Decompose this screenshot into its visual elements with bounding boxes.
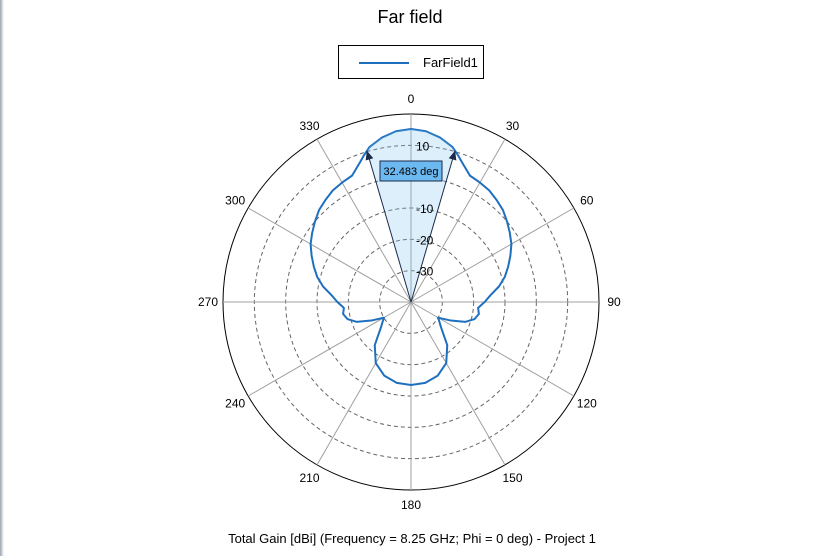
beamwidth-edge-right	[410, 150, 456, 303]
radial-tick-label: -20	[416, 233, 434, 247]
legend: FarField1	[338, 45, 484, 79]
beamwidth-wedge	[366, 129, 456, 302]
polar-spoke	[410, 301, 506, 466]
polar-spoke	[247, 301, 412, 397]
polar-spoke	[410, 138, 506, 303]
chart-caption: Total Gain [dBi] (Frequency = 8.25 GHz; …	[228, 531, 596, 546]
polar-spoke	[316, 301, 412, 466]
radial-tick-label: 10	[416, 139, 430, 153]
pattern-curve	[309, 128, 513, 387]
beamwidth-label: 32.483 deg	[383, 166, 438, 178]
beamwidth-arrowhead	[365, 150, 374, 161]
radial-tick-label: -10	[416, 202, 434, 216]
chart-title: Far field	[377, 7, 443, 27]
angular-tick-label: 150	[502, 471, 522, 485]
angular-tick-label: 300	[225, 194, 245, 208]
beamwidth-edge-left	[366, 150, 412, 303]
window-left-border	[0, 0, 4, 556]
legend-series-label: FarField1	[423, 55, 478, 70]
angular-tick-label: 120	[577, 397, 597, 411]
beamwidth-arrowhead	[448, 150, 457, 161]
angular-tick-label: 30	[506, 119, 520, 133]
angular-tick-label: 60	[580, 194, 594, 208]
angular-tick-label: 330	[299, 119, 319, 133]
angular-tick-label: 180	[401, 498, 421, 512]
polar-plot: 0 30 60 90 120 150 180 210 240 270 300 330 10 -10 -20 -…	[198, 92, 621, 512]
polar-spoke	[410, 301, 575, 397]
legend-series-swatch	[359, 62, 409, 64]
beamwidth-label-box	[379, 160, 443, 182]
angular-tick-label: 210	[299, 471, 319, 485]
radial-tick-label: -30	[416, 265, 434, 279]
angular-tick-label: 270	[198, 295, 218, 309]
angular-tick-label: 90	[607, 295, 621, 309]
polar-spoke	[316, 138, 412, 303]
polar-spoke	[410, 207, 575, 303]
polar-spoke	[247, 207, 412, 303]
angular-tick-label: 240	[225, 397, 245, 411]
angular-tick-label: 0	[408, 92, 415, 106]
